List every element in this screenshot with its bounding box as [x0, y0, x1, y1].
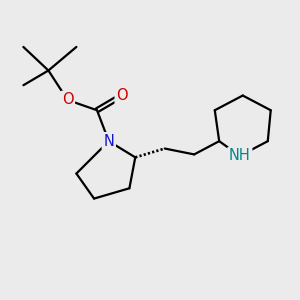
Text: NH: NH: [229, 148, 251, 164]
Text: O: O: [62, 92, 74, 107]
Text: O: O: [116, 88, 128, 103]
Text: N: N: [103, 134, 114, 149]
